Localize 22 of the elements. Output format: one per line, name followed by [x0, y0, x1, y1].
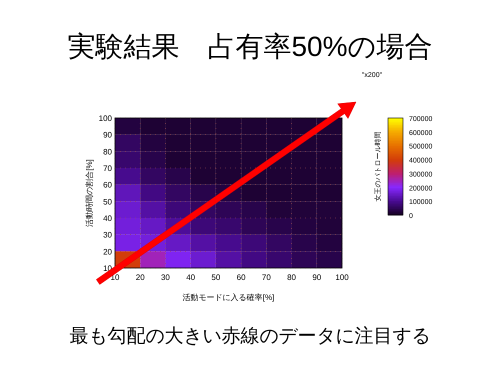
y-tick-label: 80 — [103, 147, 113, 156]
x-tick-label: 60 — [236, 273, 246, 282]
y-tick-label: 30 — [103, 230, 113, 240]
x-tick-label: 90 — [312, 273, 322, 282]
y-tick-label: 60 — [103, 180, 113, 190]
x-tick-label: 80 — [287, 273, 297, 282]
x-tick-label: 50 — [211, 273, 221, 282]
y-tick-label: 40 — [103, 214, 113, 223]
x-tick-label: 20 — [136, 273, 146, 282]
y-tick-label: 90 — [103, 130, 113, 140]
x-tick-label: 40 — [186, 273, 196, 282]
chart-title: 実験結果 占有率50%の場合 — [67, 31, 433, 62]
y-tick-label: 20 — [103, 247, 113, 256]
x-tick-label: 30 — [160, 273, 170, 282]
text: 最も勾配の大きい赤線のデータに注目する — [70, 325, 430, 347]
y-tick-label: 100 — [98, 114, 113, 123]
y-axis-title: 活動時間の割合[%] — [85, 159, 94, 227]
x-axis-title: 活動モードに入る確率[%] — [182, 293, 274, 302]
y-tick-label: 50 — [103, 197, 113, 206]
x-tick-label: 100 — [335, 273, 350, 282]
x-tick-label: 70 — [262, 273, 272, 282]
y-tick-label: 70 — [103, 164, 113, 173]
